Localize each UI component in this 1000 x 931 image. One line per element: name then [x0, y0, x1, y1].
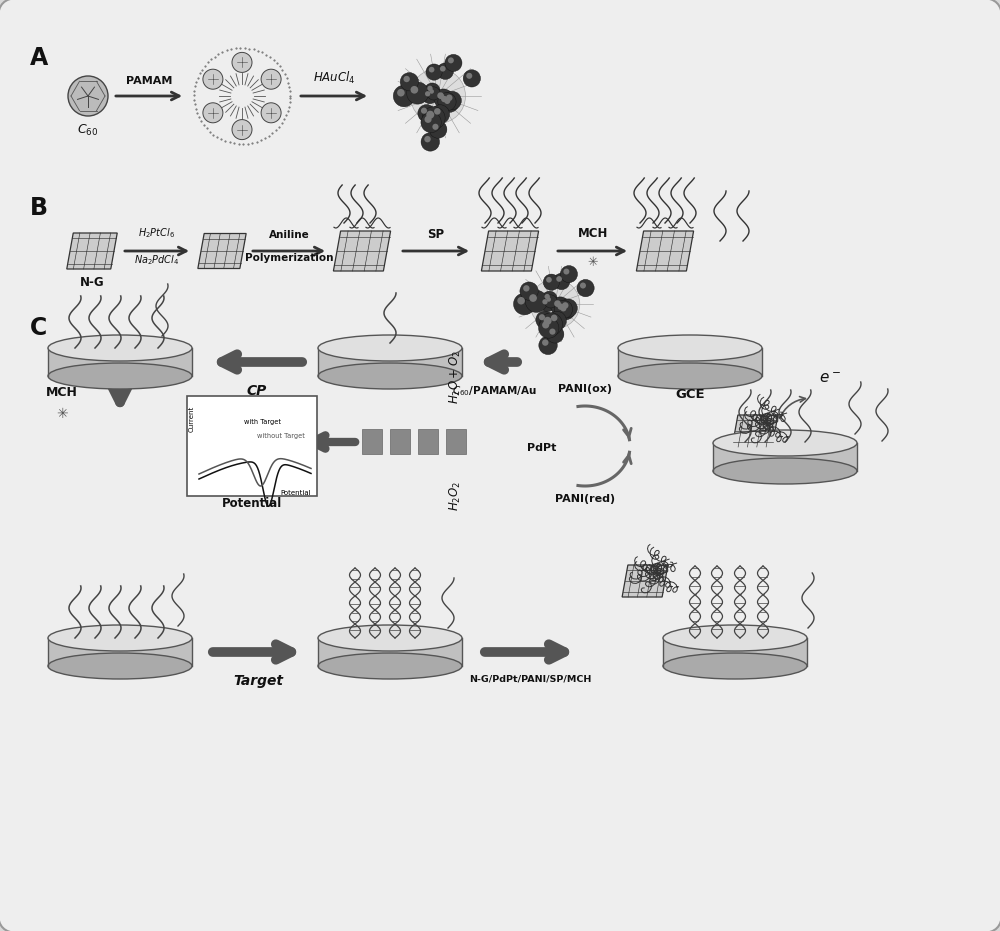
Circle shape: [407, 82, 429, 104]
Circle shape: [542, 321, 549, 329]
Text: PAMAM: PAMAM: [126, 76, 172, 86]
Circle shape: [232, 52, 252, 73]
Text: SP: SP: [427, 228, 445, 241]
Circle shape: [463, 70, 480, 87]
Circle shape: [410, 86, 418, 94]
FancyBboxPatch shape: [187, 396, 317, 496]
Circle shape: [437, 63, 453, 79]
Circle shape: [529, 294, 537, 302]
Polygon shape: [732, 415, 778, 447]
Circle shape: [440, 66, 446, 72]
Ellipse shape: [618, 363, 762, 389]
Polygon shape: [622, 565, 668, 597]
Circle shape: [261, 69, 281, 89]
Circle shape: [441, 96, 447, 102]
Circle shape: [203, 69, 223, 89]
Circle shape: [517, 297, 525, 304]
Circle shape: [543, 274, 560, 290]
Circle shape: [520, 282, 538, 300]
Text: B: B: [30, 196, 48, 220]
Circle shape: [411, 69, 466, 124]
Circle shape: [525, 290, 547, 313]
Polygon shape: [636, 231, 694, 271]
FancyBboxPatch shape: [390, 429, 410, 454]
Circle shape: [549, 329, 556, 335]
Text: Target: Target: [233, 674, 283, 688]
Polygon shape: [318, 348, 462, 376]
Polygon shape: [67, 233, 117, 269]
Ellipse shape: [318, 625, 462, 651]
Circle shape: [544, 317, 552, 325]
Ellipse shape: [663, 653, 807, 679]
Circle shape: [393, 85, 415, 107]
Circle shape: [425, 91, 430, 97]
Circle shape: [397, 89, 405, 97]
Polygon shape: [481, 231, 539, 271]
Circle shape: [438, 92, 456, 111]
Text: PANI(red): PANI(red): [555, 494, 615, 504]
Text: GCE: GCE: [675, 388, 705, 401]
Text: ✳: ✳: [588, 256, 598, 269]
Ellipse shape: [48, 363, 192, 389]
Circle shape: [546, 277, 552, 283]
Circle shape: [400, 73, 419, 91]
Ellipse shape: [713, 458, 857, 484]
Circle shape: [422, 107, 445, 129]
Text: PdPt: PdPt: [527, 443, 557, 453]
Polygon shape: [663, 638, 807, 666]
Circle shape: [539, 336, 557, 355]
Circle shape: [232, 119, 252, 140]
Text: ✳: ✳: [56, 407, 68, 421]
Circle shape: [554, 300, 561, 307]
Circle shape: [551, 315, 557, 321]
Text: Potential: Potential: [222, 497, 282, 510]
Circle shape: [429, 121, 447, 138]
Text: PANI(ox): PANI(ox): [558, 384, 612, 394]
Circle shape: [553, 273, 570, 290]
FancyBboxPatch shape: [418, 429, 438, 454]
Circle shape: [432, 124, 439, 129]
Circle shape: [429, 67, 434, 73]
Circle shape: [548, 311, 566, 331]
Circle shape: [431, 105, 450, 124]
Circle shape: [557, 304, 564, 310]
Circle shape: [429, 89, 434, 94]
Text: N-G/PdPt/PANI/SP/MCH: N-G/PdPt/PANI/SP/MCH: [469, 674, 591, 683]
Circle shape: [434, 108, 441, 115]
Circle shape: [560, 305, 566, 312]
Polygon shape: [48, 348, 192, 376]
Ellipse shape: [318, 363, 462, 389]
Text: A: A: [30, 46, 48, 70]
Circle shape: [551, 297, 570, 317]
Circle shape: [514, 293, 535, 315]
Circle shape: [554, 301, 573, 318]
Text: MCH: MCH: [46, 385, 78, 398]
Circle shape: [530, 279, 580, 329]
Polygon shape: [318, 638, 462, 666]
Circle shape: [540, 313, 562, 336]
Polygon shape: [198, 234, 246, 268]
Ellipse shape: [48, 625, 192, 651]
Polygon shape: [48, 638, 192, 666]
FancyBboxPatch shape: [362, 429, 382, 454]
Text: $H_2O+O_2$: $H_2O+O_2$: [447, 350, 463, 404]
Text: without Target: without Target: [257, 433, 305, 439]
Circle shape: [261, 102, 281, 123]
Circle shape: [539, 314, 545, 320]
Ellipse shape: [48, 653, 192, 679]
Circle shape: [544, 294, 550, 299]
Circle shape: [536, 311, 553, 329]
Text: with Target: with Target: [244, 419, 281, 425]
Circle shape: [441, 95, 459, 113]
Text: C: C: [30, 316, 47, 340]
Circle shape: [560, 265, 577, 283]
Ellipse shape: [48, 335, 192, 361]
Circle shape: [418, 104, 435, 122]
Circle shape: [540, 296, 555, 312]
Circle shape: [562, 303, 568, 309]
Ellipse shape: [318, 335, 462, 361]
Text: Aniline: Aniline: [269, 230, 309, 240]
Circle shape: [421, 133, 440, 151]
Circle shape: [559, 299, 577, 317]
